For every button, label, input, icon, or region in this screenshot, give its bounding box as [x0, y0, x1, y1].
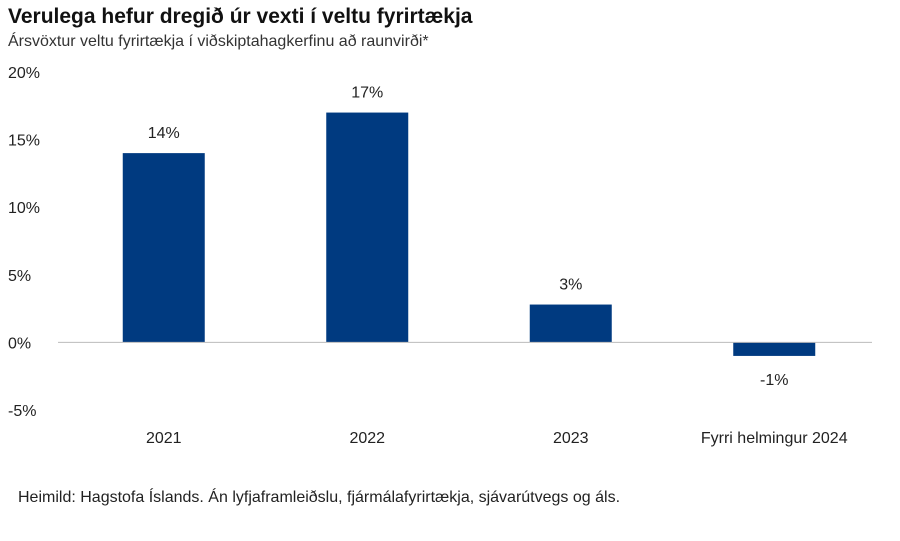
- data-label: 14%: [148, 125, 180, 142]
- source-note: Heimild: Hagstofa Íslands. Án lyfjaframl…: [18, 489, 621, 506]
- data-labels: 14% 17% 3% -1%: [148, 85, 789, 389]
- y-axis: 20% 15% 10% 5% 0% -5%: [8, 65, 40, 420]
- bar: [733, 342, 816, 356]
- bars: [122, 112, 816, 356]
- x-tick-label: 2021: [146, 430, 182, 447]
- chart-title: Verulega hefur dregið úr vexti í veltu f…: [8, 5, 473, 28]
- x-tick-label: Fyrri helmingur 2024: [701, 430, 848, 447]
- x-axis: 2021 2022 2023 Fyrri helmingur 2024: [146, 430, 848, 447]
- bar: [122, 153, 205, 343]
- x-tick-label: 2023: [553, 430, 589, 447]
- y-tick-label: 5%: [8, 268, 31, 285]
- data-label: 3%: [559, 277, 582, 294]
- bar-chart: 20%15%10%5%0%-5% 14%17%3%-1% 2021 2022 202…: [8, 65, 872, 447]
- y-tick-label: 20%: [8, 65, 40, 82]
- y-tick-label: -5%: [8, 403, 36, 420]
- bar: [529, 304, 612, 343]
- x-tick-label: 2022: [349, 430, 385, 447]
- y-tick-label: 10%: [8, 200, 40, 217]
- y-tick-label: 0%: [8, 335, 31, 352]
- data-label: 17%: [351, 85, 383, 102]
- chart-subtitle: Ársvöxtur veltu fyrirtækja í viðskiptaha…: [8, 33, 429, 50]
- bar: [326, 112, 409, 343]
- y-tick-label: 15%: [8, 133, 40, 150]
- data-label: -1%: [760, 372, 788, 389]
